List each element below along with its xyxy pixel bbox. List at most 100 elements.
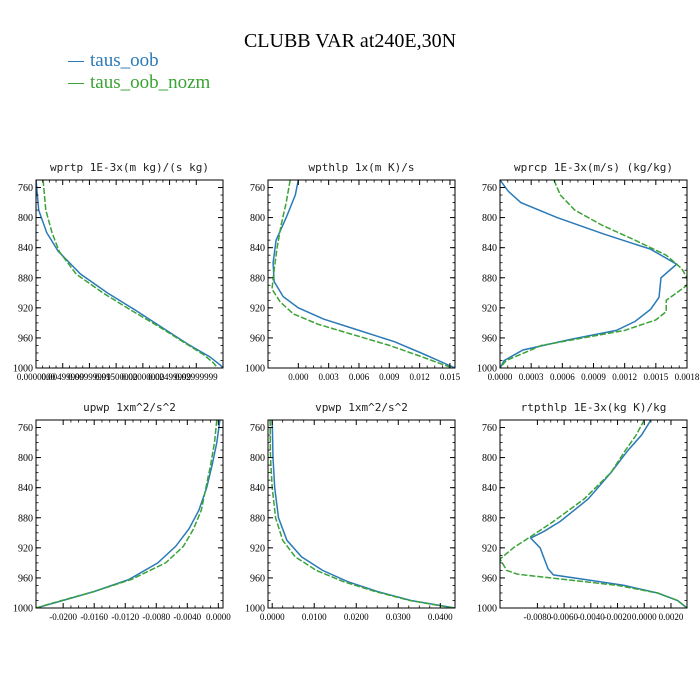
panel-frame (499, 419, 688, 609)
x-tick-label: -0.0040 (577, 612, 605, 622)
x-tick-label: 0.02499999 (148, 372, 191, 382)
y-tick-label: 960 (482, 333, 497, 344)
x-tick-label: 0.0000 (488, 372, 513, 382)
x-tick-label: 0.01500000 (95, 372, 138, 382)
x-tick-label: -0.0200 (49, 612, 77, 622)
x-tick-label: -0.0080 (142, 612, 170, 622)
panel-title: wpthlp 1x(m K)/s (309, 161, 415, 174)
panel-title: vpwp 1xm^2/s^2 (315, 401, 408, 414)
series-line-taus-oob-nozm (500, 180, 687, 368)
panel-title: upwp 1xm^2/s^2 (83, 401, 176, 414)
y-tick-label: 880 (482, 513, 497, 524)
x-tick-label: 0.0009 (581, 372, 606, 382)
x-tick-label: 0.0018 (675, 372, 700, 382)
x-tick-label: 0.0003 (519, 372, 544, 382)
y-tick-label: 1000 (245, 604, 265, 615)
x-tick-label: 0.0100 (302, 612, 327, 622)
panel-frame (35, 419, 224, 609)
y-tick-label: 760 (18, 423, 33, 434)
x-tick-label: -0.0160 (80, 612, 108, 622)
y-tick-label: 880 (250, 513, 265, 524)
y-tick-label: 840 (482, 483, 497, 494)
panel-title: rtpthlp 1E-3x(kg K)/kg (521, 401, 667, 414)
x-tick-label: 0.0015 (643, 372, 668, 382)
x-tick-label: 0.0000 (206, 612, 231, 622)
legend-label: taus_oob_nozm (90, 72, 211, 93)
y-tick-label: 840 (482, 243, 497, 254)
legend-entry-taus-oob: taus_oob (68, 50, 159, 72)
y-tick-label: 1000 (245, 364, 265, 375)
y-tick-label: 960 (250, 333, 265, 344)
figure-title: CLUBB VAR at240E,30N (243, 30, 457, 52)
x-tick-label: 0.0400 (428, 612, 453, 622)
y-tick-label: 1000 (13, 604, 33, 615)
panel-title: wprtp 1E-3x(m kg)/(s kg) (50, 161, 209, 174)
x-tick-label: 0.003 (319, 372, 340, 382)
x-tick-label: 0.012 (409, 372, 429, 382)
series-line-taus-oob-nozm (271, 180, 454, 368)
panel-title: wprcp 1E-3x(m/s) (kg/kg) (514, 161, 673, 174)
legend-label: taus_oob (90, 50, 159, 71)
y-tick-label: 760 (18, 183, 33, 194)
y-tick-label: 760 (482, 423, 497, 434)
y-tick-label: 760 (482, 183, 497, 194)
x-tick-label: 0.0300 (386, 612, 411, 622)
x-tick-label: -0.0120 (111, 612, 139, 622)
series-line-taus-oob (529, 420, 687, 608)
panel-frame (499, 179, 688, 369)
y-tick-label: 840 (250, 483, 265, 494)
y-tick-label: 1000 (477, 364, 497, 375)
x-tick-label: 0.0012 (612, 372, 637, 382)
panel-frame (267, 419, 456, 609)
y-tick-label: 920 (250, 303, 265, 314)
panel-frame (35, 179, 224, 369)
y-tick-label: 880 (18, 273, 33, 284)
y-tick-label: 880 (18, 513, 33, 524)
x-tick-label: 0.006 (349, 372, 370, 382)
y-tick-label: 800 (250, 453, 265, 464)
panel-4: upwp 1xm^2/s^2 760 800 840 880 920 960 1000 -0.0… (13, 401, 231, 622)
panel-2: wpthlp 1x(m K)/s 760 800 840 880 920 960 1000 0.… (245, 161, 461, 382)
y-tick-label: 760 (250, 183, 265, 194)
y-tick-label: 1000 (13, 364, 33, 375)
legend-line-swatch (68, 61, 84, 63)
y-tick-label: 920 (18, 543, 33, 554)
x-tick-label: -0.0020 (604, 612, 632, 622)
y-tick-label: 1000 (477, 604, 497, 615)
series-line-taus-oob-nozm (500, 420, 687, 608)
x-tick-label: 0.000 (288, 372, 309, 382)
series-line-taus-oob-nozm (269, 420, 454, 608)
series-line-taus-oob-nozm (36, 420, 218, 608)
x-tick-label: 0.009 (379, 372, 400, 382)
panel-frame (267, 179, 456, 369)
y-tick-label: 800 (18, 453, 33, 464)
x-tick-label: 0.02000000 (121, 372, 164, 382)
y-tick-label: 920 (482, 543, 497, 554)
y-tick-label: 840 (250, 243, 265, 254)
x-tick-label: 0.00999999 (68, 372, 111, 382)
y-tick-label: 800 (482, 453, 497, 464)
y-tick-label: 880 (250, 273, 265, 284)
y-tick-label: 960 (18, 573, 33, 584)
y-tick-label: 920 (250, 543, 265, 554)
y-tick-label: 920 (482, 303, 497, 314)
x-tick-label: 0.02999999 (175, 372, 218, 382)
y-tick-label: 960 (482, 573, 497, 584)
x-tick-label: 0.00499999 (41, 372, 84, 382)
y-tick-label: 920 (18, 303, 33, 314)
x-tick-label: 0.0006 (550, 372, 575, 382)
series-line-taus-oob (500, 180, 678, 368)
y-tick-label: 800 (250, 213, 265, 224)
x-tick-label: 0.0000000 (17, 372, 56, 382)
x-tick-label: -0.0080 (524, 612, 552, 622)
x-tick-label: 0.0000 (260, 612, 285, 622)
x-tick-label: 0.0020 (659, 612, 684, 622)
y-tick-label: 760 (250, 423, 265, 434)
y-tick-label: 960 (18, 333, 33, 344)
legend-line-swatch (68, 83, 84, 85)
panel-5: vpwp 1xm^2/s^2 760 800 840 880 920 960 10000.00… (245, 401, 456, 622)
series-line-taus-oob (272, 180, 455, 368)
x-tick-label: -0.0040 (173, 612, 201, 622)
y-tick-label: 880 (482, 273, 497, 284)
